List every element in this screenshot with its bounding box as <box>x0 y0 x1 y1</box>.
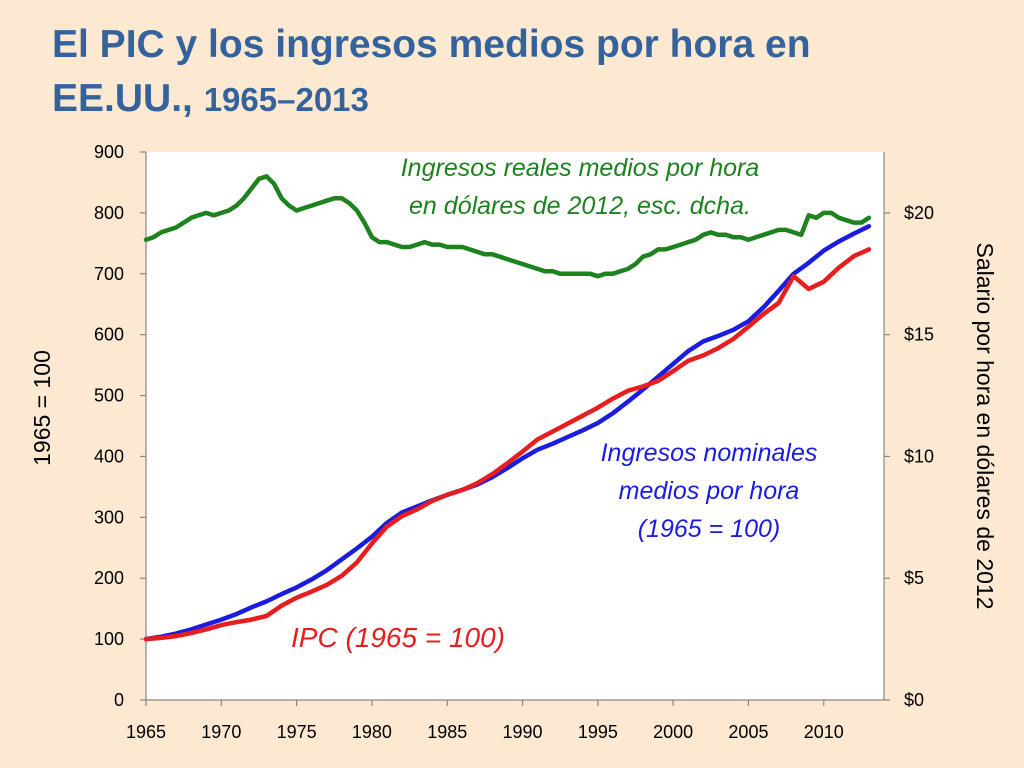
annotation-nominal-line-2: medios por hora <box>619 477 800 505</box>
series-lines <box>143 174 872 642</box>
y-left-tick-label: 200 <box>94 568 124 588</box>
series-line-cpi <box>143 247 872 642</box>
title-line-2a: EE.UU., <box>52 77 204 120</box>
axis-labels: 0 100 200 300 400 500 600 700 800 900 $0 $5 $10 $15 $2… <box>94 142 934 742</box>
y-left-tick-label: 400 <box>94 446 124 466</box>
annotation-real-line-2: en dólares de 2012, esc. dcha. <box>409 192 751 220</box>
y-left-tick-label: 100 <box>94 629 124 649</box>
x-tick-label: 1980 <box>352 722 392 742</box>
y-left-tick-label: 700 <box>94 264 124 284</box>
x-tick-label: 2010 <box>804 722 844 742</box>
x-tick-label: 1990 <box>503 722 543 742</box>
x-tick-label: 1975 <box>277 722 317 742</box>
y-left-tick-label: 500 <box>94 386 124 406</box>
plot-area <box>146 152 884 700</box>
y-right-tick-label: $10 <box>904 446 934 466</box>
annotation-real-line-1: Ingresos reales medios por hora <box>401 154 760 182</box>
y-right-tick-label: $5 <box>904 568 924 588</box>
y-right-tick-label: $20 <box>904 203 934 223</box>
title-line-1: El PIC y los ingresos medios por hora en <box>52 23 811 66</box>
y-left-tick-label: 300 <box>94 507 124 527</box>
y-left-tick-label: 600 <box>94 325 124 345</box>
series-line-nominal <box>143 224 872 642</box>
x-tick-label: 2005 <box>728 722 768 742</box>
page-title: El PIC y los ingresos medios por hora en… <box>52 18 972 127</box>
annotation-cpi: IPC (1965 = 100) <box>291 622 505 653</box>
annotation-nominal-line-3: (1965 = 100) <box>638 515 780 543</box>
x-tick-label: 1970 <box>201 722 241 742</box>
annotation-nominal-line-1: Ingresos nominales <box>601 439 818 467</box>
axes <box>140 151 890 706</box>
x-tick-label: 2000 <box>653 722 693 742</box>
series-line-real <box>143 174 872 279</box>
x-tick-label: 1995 <box>578 722 618 742</box>
title-line-2b: 1965–2013 <box>203 81 369 118</box>
y-axis-right-title: Salario por hora en dólares de 2012 <box>972 243 998 610</box>
y-right-tick-label: $0 <box>904 690 924 710</box>
y-left-tick-label: 0 <box>114 690 124 710</box>
y-left-tick-label: 900 <box>94 142 124 162</box>
y-left-tick-label: 800 <box>94 203 124 223</box>
x-tick-label: 1965 <box>126 722 166 742</box>
x-tick-label: 1985 <box>427 722 467 742</box>
y-axis-left-title: 1965 = 100 <box>29 350 55 466</box>
y-right-tick-label: $15 <box>904 325 934 345</box>
